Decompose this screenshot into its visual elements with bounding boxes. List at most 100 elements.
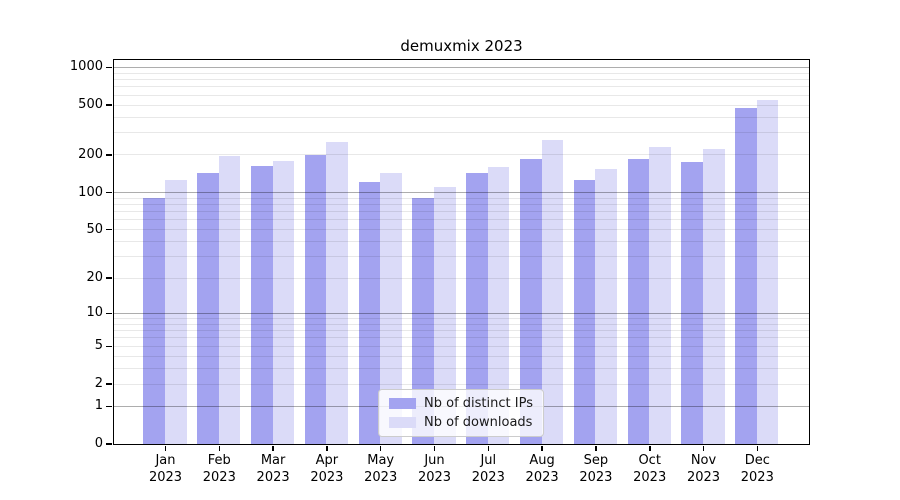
y-tick (105, 443, 112, 445)
x-tick-label-nov: Nov 2023 (686, 453, 721, 485)
gridline-minor (113, 154, 809, 156)
bar-nb-of-distinct-ips-aug (520, 159, 542, 444)
chart-title: demuxmix 2023 (400, 37, 523, 55)
x-tick-label-apr: Apr 2023 (310, 453, 344, 485)
bar-nb-of-distinct-ips-nov (681, 161, 703, 444)
bar-nb-of-distinct-ips-sep (573, 179, 596, 444)
x-tick (272, 445, 274, 451)
y-tick (105, 405, 112, 407)
gridline-minor (113, 94, 809, 96)
gridline-minor (113, 256, 809, 258)
x-tick (649, 445, 651, 451)
gridline-minor (113, 355, 809, 357)
bar-nb-of-distinct-ips-jul (466, 172, 488, 444)
x-tick-label-jul: Jul 2023 (471, 453, 505, 485)
gridline-minor (113, 277, 809, 279)
y-tick-label-50: 50 (86, 221, 103, 237)
bar-nb-of-downloads-jun (434, 186, 456, 444)
x-tick-label-feb: Feb 2023 (202, 453, 236, 485)
y-tick (105, 154, 112, 156)
x-tick (487, 445, 489, 451)
gridline-minor (113, 72, 809, 74)
gridline-minor (113, 337, 809, 339)
y-tick-label-20: 20 (86, 270, 103, 286)
y-tick-label-200: 200 (78, 146, 103, 162)
x-tick (326, 445, 328, 451)
gridline-minor (113, 132, 809, 134)
y-tick (105, 228, 112, 231)
gridline-minor (113, 229, 809, 231)
legend-entry-downloads: Nb of downloads (389, 415, 533, 430)
x-tick-label-aug: Aug 2023 (525, 453, 559, 485)
y-tick-label-10: 10 (86, 305, 103, 321)
gridline-minor (113, 241, 809, 243)
gridline-minor (113, 323, 809, 325)
bar-nb-of-downloads-sep (595, 168, 617, 444)
y-tick (105, 277, 112, 279)
gridline-minor (113, 116, 809, 118)
bar-nb-of-downloads-mar (272, 160, 295, 444)
x-tick-label-jan: Jan 2023 (148, 453, 183, 485)
bar-nb-of-downloads-apr (326, 141, 348, 444)
bar-nb-of-downloads-jan (165, 179, 187, 444)
y-tick (105, 345, 112, 348)
y-tick-label-100: 100 (78, 184, 103, 200)
y-tick-label-0: 0 (94, 436, 103, 451)
legend: Nb of distinct IPs Nb of downloads (378, 388, 544, 437)
bar-nb-of-downloads-nov (703, 148, 725, 444)
bar-nb-of-distinct-ips-oct (627, 159, 650, 444)
x-tick-label-jun: Jun 2023 (417, 453, 452, 485)
y-tick (105, 66, 112, 69)
gridline-minor (113, 330, 809, 332)
bar-nb-of-downloads-oct (649, 147, 671, 444)
gridline-minor (113, 204, 809, 205)
x-tick (164, 445, 167, 451)
bar-nb-of-distinct-ips-jun (412, 198, 434, 444)
gridline-major (113, 66, 809, 68)
gridline-minor (113, 197, 809, 199)
y-tick-label-1: 1 (94, 398, 103, 414)
bar-nb-of-downloads-dec (756, 99, 779, 444)
gridline-major (113, 192, 809, 193)
bar-nb-of-distinct-ips-may (358, 182, 381, 444)
gridline-minor (113, 79, 809, 81)
bar-layer (114, 60, 809, 444)
gridline-minor (113, 345, 809, 347)
bar-nb-of-distinct-ips-feb (197, 173, 219, 444)
y-tick (105, 191, 112, 194)
x-tick (433, 445, 436, 451)
x-tick-label-may: May 2023 (364, 453, 398, 485)
bar-nb-of-downloads-aug (541, 140, 564, 444)
gridline-minor (113, 383, 809, 385)
bar-nb-of-downloads-may (380, 173, 402, 444)
bar-nb-of-downloads-jul (487, 166, 510, 444)
x-tick (595, 445, 597, 451)
gridline-minor (113, 86, 809, 88)
gridline-minor (113, 104, 809, 106)
y-tick (105, 104, 112, 106)
x-tick (756, 445, 758, 451)
gridline-minor (113, 318, 809, 319)
y-tick-label-500: 500 (78, 97, 103, 113)
x-tick-label-sep: Sep 2023 (579, 453, 613, 485)
plot-area: Nb of distinct IPs Nb of downloads (112, 58, 810, 445)
bar-nb-of-downloads-feb (218, 155, 241, 444)
y-tick-label-5: 5 (94, 338, 103, 354)
x-tick (379, 445, 382, 451)
gridline-major (113, 312, 809, 314)
gridline-minor (113, 211, 809, 213)
y-tick (105, 383, 112, 385)
x-tick-label-dec: Dec 2023 (740, 453, 774, 485)
bar-nb-of-distinct-ips-dec (735, 108, 757, 444)
legend-label-distinct-ips: Nb of distinct IPs (424, 395, 533, 411)
x-tick (218, 445, 221, 451)
x-tick (541, 445, 543, 451)
x-tick (702, 445, 705, 451)
legend-entry-distinct-ips: Nb of distinct IPs (389, 396, 533, 411)
grid-layer (113, 60, 809, 444)
x-tick-label-mar: Mar 2023 (256, 453, 290, 485)
y-tick (105, 312, 112, 315)
y-tick-label-2: 2 (94, 376, 103, 392)
gridline-minor (113, 367, 809, 369)
